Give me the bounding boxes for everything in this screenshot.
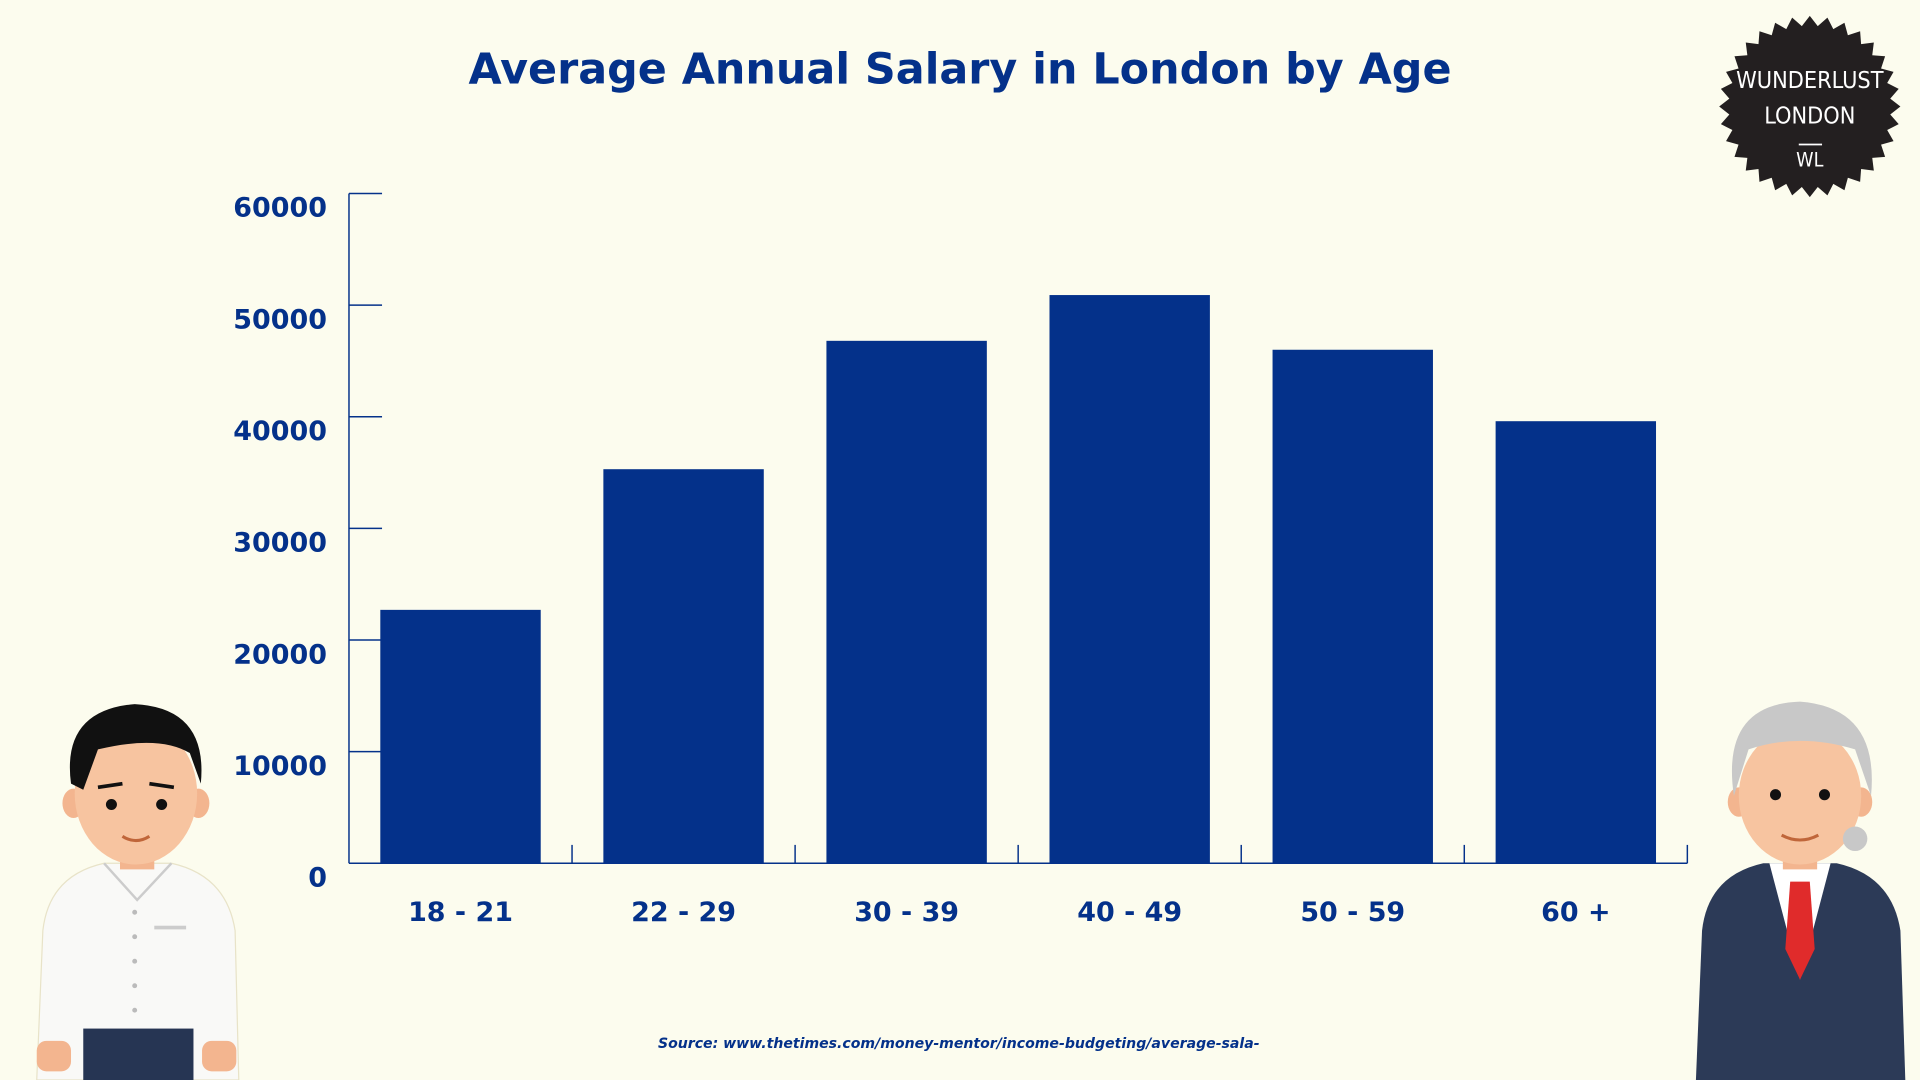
logo-text-line2: LONDON xyxy=(1764,103,1855,130)
bar-60- xyxy=(1495,421,1657,864)
tick-labels: 0 10000 20000 30000 40000 50000 60000 18 - 21 22… xyxy=(233,193,1610,928)
x-tick-label: 30 - 39 xyxy=(854,897,959,928)
wunderlust-logo: WUNDERLUST LONDON WL xyxy=(1719,15,1901,198)
y-tick-label: 40000 xyxy=(233,416,327,447)
bar-30-39 xyxy=(826,340,987,864)
bar-18-21 xyxy=(380,609,541,864)
y-tick-label: 0 xyxy=(308,863,327,894)
logo-text-line1: WUNDERLUST xyxy=(1736,67,1884,94)
x-tick-label: 40 - 49 xyxy=(1077,897,1182,928)
x-tick-label: 18 - 21 xyxy=(408,897,513,928)
bar-50-59 xyxy=(1272,349,1433,864)
y-tick-label: 30000 xyxy=(233,528,327,559)
x-tick-label: 60 + xyxy=(1541,897,1610,928)
x-tick-label: 50 - 59 xyxy=(1300,897,1405,928)
x-tick-label: 22 - 29 xyxy=(631,897,736,928)
source-note: Source: www.thetimes.com/money-mentor/in… xyxy=(658,1036,1260,1052)
axes xyxy=(348,192,1689,864)
bar-22-29 xyxy=(603,469,764,864)
y-tick-label: 50000 xyxy=(233,304,327,335)
young-man-illustration-icon xyxy=(36,704,240,1080)
y-tick-label: 20000 xyxy=(233,639,327,670)
logo-monogram: WL xyxy=(1796,149,1823,172)
bar-40-49 xyxy=(1049,295,1210,864)
y-tick-label: 10000 xyxy=(233,751,327,782)
chart-title: Average Annual Salary in London by Age xyxy=(468,44,1451,94)
old-man-illustration-icon xyxy=(1695,701,1906,1080)
bars xyxy=(380,295,1657,864)
y-tick-label: 60000 xyxy=(233,193,327,224)
